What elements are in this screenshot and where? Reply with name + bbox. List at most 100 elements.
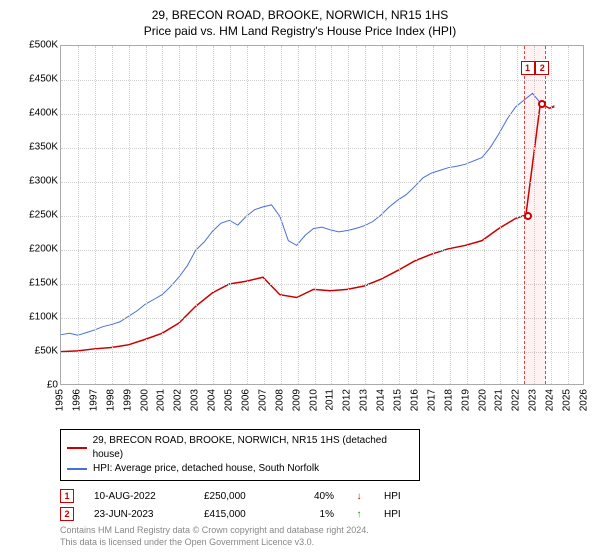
gridline-vertical bbox=[78, 46, 79, 384]
gridline-vertical bbox=[281, 46, 282, 384]
x-tick-label: 2001 bbox=[156, 389, 167, 411]
chart-area: £0£50K£100K£150K£200K£250K£300K£350K£400… bbox=[14, 45, 586, 425]
y-tick-label: £150K bbox=[29, 278, 58, 289]
sale-vs: HPI bbox=[384, 509, 414, 520]
chart-title-line2: Price paid vs. HM Land Registry's House … bbox=[14, 24, 586, 40]
x-tick-label: 2014 bbox=[376, 389, 387, 411]
x-tick-label: 2015 bbox=[393, 389, 404, 411]
arrow-icon: ↑ bbox=[354, 509, 364, 520]
x-tick-label: 1996 bbox=[71, 389, 82, 411]
plot-area: 12 bbox=[60, 45, 584, 385]
x-tick-label: 2006 bbox=[240, 389, 251, 411]
legend-box: 29, BRECON ROAD, BROOKE, NORWICH, NR15 1… bbox=[60, 429, 420, 481]
gridline-vertical bbox=[467, 46, 468, 384]
gridline-vertical bbox=[331, 46, 332, 384]
gridline-horizontal bbox=[61, 318, 583, 319]
sale-pct: 40% bbox=[294, 491, 334, 502]
chart-container: 29, BRECON ROAD, BROOKE, NORWICH, NR15 1… bbox=[0, 0, 600, 560]
x-tick-label: 2010 bbox=[308, 389, 319, 411]
gridline-vertical bbox=[433, 46, 434, 384]
sales-table: 110-AUG-2022£250,00040%↓HPI223-JUN-2023£… bbox=[60, 489, 586, 521]
gridline-horizontal bbox=[61, 284, 583, 285]
x-tick-label: 2023 bbox=[528, 389, 539, 411]
gridline-vertical bbox=[213, 46, 214, 384]
y-tick-label: £300K bbox=[29, 176, 58, 187]
gridline-vertical bbox=[179, 46, 180, 384]
x-tick-label: 2019 bbox=[460, 389, 471, 411]
property-line bbox=[61, 104, 554, 352]
gridline-vertical bbox=[450, 46, 451, 384]
sale-date: 23-JUN-2023 bbox=[94, 509, 184, 520]
x-tick-label: 2009 bbox=[291, 389, 302, 411]
footer-line2: This data is licensed under the Open Gov… bbox=[60, 537, 586, 549]
x-tick-label: 2022 bbox=[511, 389, 522, 411]
legend-item-property: 29, BRECON ROAD, BROOKE, NORWICH, NR15 1… bbox=[67, 434, 413, 462]
gridline-horizontal bbox=[61, 114, 583, 115]
x-tick-label: 2017 bbox=[426, 389, 437, 411]
x-tick-label: 2003 bbox=[190, 389, 201, 411]
y-tick-label: £400K bbox=[29, 108, 58, 119]
gridline-horizontal bbox=[61, 80, 583, 81]
gridline-vertical bbox=[298, 46, 299, 384]
x-tick-label: 2018 bbox=[443, 389, 454, 411]
y-tick-label: £500K bbox=[29, 40, 58, 51]
gridline-horizontal bbox=[61, 352, 583, 353]
y-tick-label: £100K bbox=[29, 312, 58, 323]
sale-point bbox=[538, 100, 546, 108]
sale-date: 10-AUG-2022 bbox=[94, 491, 184, 502]
x-axis: 1995199619971998199920002001200220032004… bbox=[60, 385, 584, 425]
x-tick-label: 1997 bbox=[88, 389, 99, 411]
x-tick-label: 2005 bbox=[224, 389, 235, 411]
x-tick-label: 1998 bbox=[105, 389, 116, 411]
gridline-vertical bbox=[484, 46, 485, 384]
gridline-vertical bbox=[568, 46, 569, 384]
gridline-horizontal bbox=[61, 250, 583, 251]
sale-marker-number: 2 bbox=[60, 507, 74, 521]
x-tick-label: 2021 bbox=[494, 389, 505, 411]
sale-point bbox=[524, 212, 532, 220]
sale-price: £415,000 bbox=[204, 509, 274, 520]
x-tick-label: 2020 bbox=[477, 389, 488, 411]
x-tick-label: 2002 bbox=[173, 389, 184, 411]
footer-attribution: Contains HM Land Registry data © Crown c… bbox=[60, 525, 586, 548]
sale-row: 110-AUG-2022£250,00040%↓HPI bbox=[60, 489, 586, 503]
y-axis: £0£50K£100K£150K£200K£250K£300K£350K£400… bbox=[14, 45, 60, 385]
gridline-vertical bbox=[247, 46, 248, 384]
gridline-vertical bbox=[365, 46, 366, 384]
y-tick-label: £250K bbox=[29, 210, 58, 221]
gridline-vertical bbox=[146, 46, 147, 384]
gridline-vertical bbox=[416, 46, 417, 384]
gridline-vertical bbox=[230, 46, 231, 384]
x-tick-label: 2016 bbox=[409, 389, 420, 411]
y-tick-label: £50K bbox=[35, 346, 58, 357]
x-tick-label: 2012 bbox=[342, 389, 353, 411]
y-tick-label: £350K bbox=[29, 142, 58, 153]
chart-title-line1: 29, BRECON ROAD, BROOKE, NORWICH, NR15 1… bbox=[14, 8, 586, 24]
gridline-vertical bbox=[517, 46, 518, 384]
gridline-horizontal bbox=[61, 216, 583, 217]
gridline-vertical bbox=[551, 46, 552, 384]
x-tick-label: 2024 bbox=[545, 389, 556, 411]
legend-item-hpi: HPI: Average price, detached house, Sout… bbox=[67, 462, 413, 476]
x-tick-label: 2026 bbox=[579, 389, 590, 411]
footer-line1: Contains HM Land Registry data © Crown c… bbox=[60, 525, 586, 537]
gridline-vertical bbox=[95, 46, 96, 384]
gridline-vertical bbox=[399, 46, 400, 384]
y-tick-label: £200K bbox=[29, 244, 58, 255]
sale-vs: HPI bbox=[384, 491, 414, 502]
gridline-vertical bbox=[500, 46, 501, 384]
sale-row: 2 23-JUN-2023 £415,000 1% ↑ HPI bbox=[60, 507, 586, 521]
sale-price: £250,000 bbox=[204, 491, 274, 502]
series-lines bbox=[61, 46, 583, 384]
x-tick-label: 2025 bbox=[562, 389, 573, 411]
gridline-horizontal bbox=[61, 182, 583, 183]
legend-swatch bbox=[67, 468, 87, 470]
gridline-vertical bbox=[348, 46, 349, 384]
gridline-vertical bbox=[382, 46, 383, 384]
x-tick-label: 2004 bbox=[207, 389, 218, 411]
gridline-vertical bbox=[264, 46, 265, 384]
y-tick-label: £450K bbox=[29, 74, 58, 85]
sale-pct: 1% bbox=[294, 509, 334, 520]
hpi-line bbox=[61, 94, 554, 336]
gridline-vertical bbox=[315, 46, 316, 384]
